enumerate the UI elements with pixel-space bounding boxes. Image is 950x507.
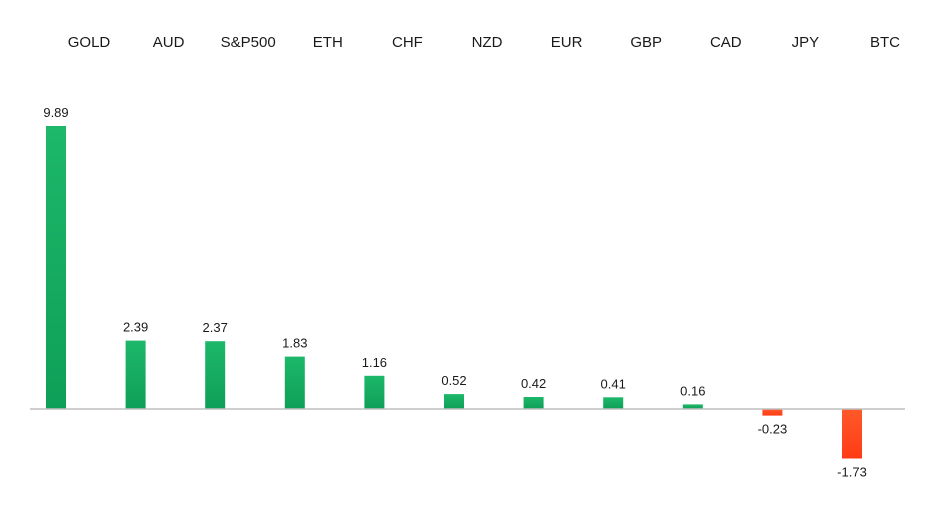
value-label-s-p500: 2.37: [203, 320, 228, 335]
value-label-nzd: 0.52: [441, 373, 466, 388]
category-label-nzd: NZD: [472, 34, 503, 51]
bar-cad: [682, 404, 703, 409]
category-label-chf: CHF: [392, 34, 423, 51]
category-label-jpy: JPY: [792, 34, 820, 51]
category-label-gbp: GBP: [630, 34, 662, 51]
value-label-cad: 0.16: [680, 383, 705, 398]
category-label-btc: BTC: [870, 34, 900, 51]
value-label-eth: 1.83: [282, 336, 307, 351]
bar-gbp: [603, 397, 624, 409]
category-label-cad: CAD: [710, 34, 742, 51]
value-label-eur: 0.42: [521, 376, 546, 391]
labels-layer: GOLD 9.89 AUD 2.39 S&P500 2.37 ETH 1.83 CHF 1.16 N…: [43, 34, 900, 480]
category-label-aud: AUD: [153, 34, 185, 51]
value-label-jpy: -0.23: [758, 422, 788, 437]
bar-nzd: [444, 394, 464, 409]
category-label-gold: GOLD: [68, 34, 111, 51]
category-label-eur: EUR: [551, 34, 583, 51]
bar-gold: [46, 126, 66, 409]
value-label-aud: 2.39: [123, 320, 148, 335]
bar-eur: [523, 397, 544, 409]
bar-aud: [125, 340, 146, 409]
bar-s-p500: [205, 341, 226, 409]
bar-jpy: [762, 409, 783, 416]
bar-eth: [284, 356, 305, 409]
value-label-chf: 1.16: [362, 355, 387, 370]
value-label-gbp: 0.41: [601, 376, 626, 391]
category-label-eth: ETH: [313, 34, 343, 51]
category-label-s-p500: S&P500: [221, 34, 276, 51]
value-label-gold: 9.89: [43, 105, 68, 120]
bars-layer: [46, 126, 862, 459]
bar-btc: [842, 409, 862, 459]
value-label-btc: -1.73: [837, 465, 867, 480]
bar-chf: [364, 375, 385, 409]
